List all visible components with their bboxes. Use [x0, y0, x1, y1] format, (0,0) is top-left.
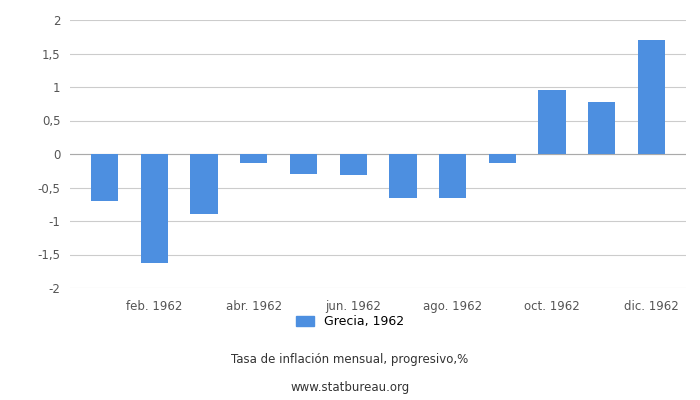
Text: www.statbureau.org: www.statbureau.org — [290, 382, 410, 394]
Bar — [538, 90, 566, 154]
Bar — [340, 154, 367, 176]
Text: Tasa de inflación mensual, progresivo,%: Tasa de inflación mensual, progresivo,% — [232, 354, 468, 366]
Bar — [489, 154, 516, 163]
Bar — [240, 154, 267, 163]
Bar — [91, 154, 118, 201]
Bar — [638, 40, 665, 154]
Bar — [439, 154, 466, 198]
Bar — [190, 154, 218, 214]
Bar — [389, 154, 416, 198]
Bar — [588, 102, 615, 154]
Bar — [290, 154, 317, 174]
Bar — [141, 154, 168, 262]
Legend: Grecia, 1962: Grecia, 1962 — [290, 310, 410, 333]
